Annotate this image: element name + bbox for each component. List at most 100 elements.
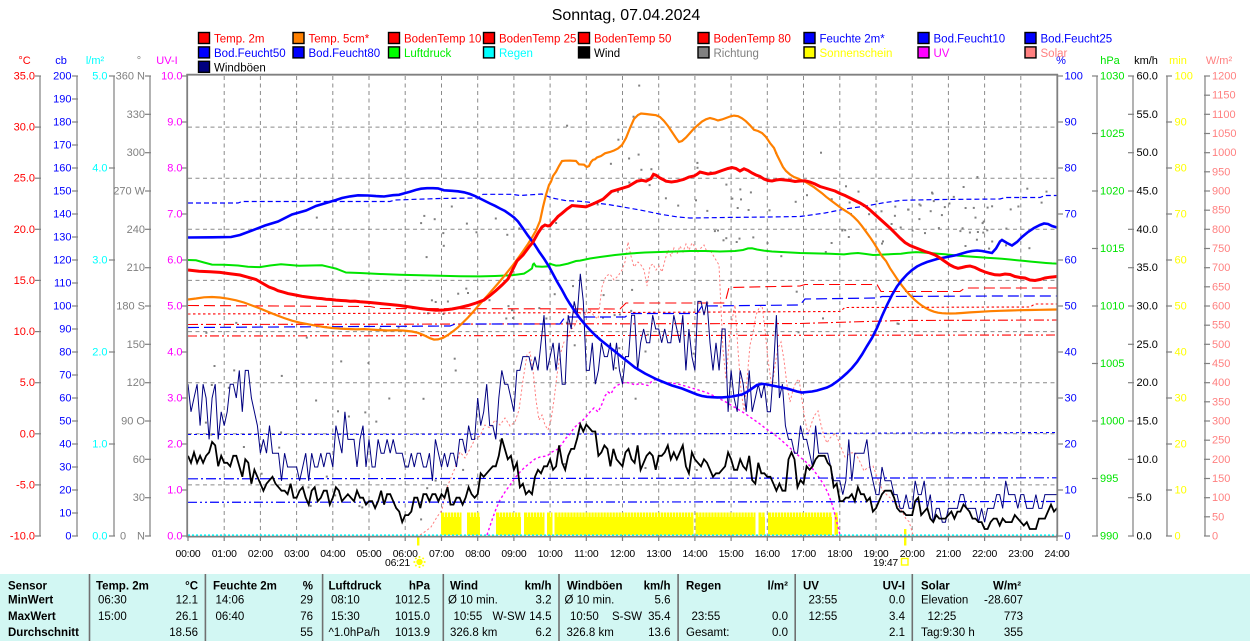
svg-text:100: 100 <box>53 301 71 313</box>
svg-text:3.0: 3.0 <box>167 393 182 405</box>
svg-text:24:00: 24:00 <box>1044 549 1069 560</box>
svg-text:06:00: 06:00 <box>393 549 418 560</box>
svg-text:200: 200 <box>1212 454 1230 466</box>
svg-text:7.0: 7.0 <box>167 209 182 221</box>
svg-text:2.0: 2.0 <box>92 347 107 359</box>
svg-text:-10.0: -10.0 <box>10 531 35 543</box>
svg-text:0.0: 0.0 <box>772 611 788 623</box>
svg-text:30.0: 30.0 <box>14 122 35 134</box>
svg-text:12:25: 12:25 <box>928 611 957 623</box>
svg-text:23:55: 23:55 <box>692 611 721 623</box>
svg-text:550: 550 <box>1212 320 1230 332</box>
svg-text:400: 400 <box>1212 377 1230 389</box>
svg-text:40: 40 <box>1065 347 1077 359</box>
svg-text:140: 140 <box>53 209 71 221</box>
svg-text:10:50: 10:50 <box>570 611 599 623</box>
svg-text:0.0: 0.0 <box>1137 531 1152 543</box>
svg-text:Bod.Feucht25: Bod.Feucht25 <box>1041 34 1113 46</box>
svg-text:-5.0: -5.0 <box>16 479 35 491</box>
svg-text:18:00: 18:00 <box>827 549 852 560</box>
svg-text:1030: 1030 <box>1100 71 1124 83</box>
svg-text:10:55: 10:55 <box>454 611 483 623</box>
svg-text:08:10: 08:10 <box>331 595 360 607</box>
svg-text:10.0: 10.0 <box>1137 454 1158 466</box>
svg-text:19:00: 19:00 <box>863 549 888 560</box>
svg-text:Regen: Regen <box>499 48 533 60</box>
svg-text:10: 10 <box>1175 485 1187 497</box>
svg-text:180 S: 180 S <box>116 301 145 313</box>
svg-text:Sonnenschein: Sonnenschein <box>820 48 893 60</box>
svg-text:70: 70 <box>1175 209 1187 221</box>
svg-text:S-SW: S-SW <box>612 611 642 623</box>
svg-text:330: 330 <box>127 109 145 121</box>
svg-text:Temp. 2m: Temp. 2m <box>96 581 149 593</box>
svg-text:60: 60 <box>1175 255 1187 267</box>
svg-text:750: 750 <box>1212 243 1230 255</box>
svg-text:326.8 km: 326.8 km <box>567 627 614 639</box>
svg-text:15:00: 15:00 <box>98 611 127 623</box>
svg-text:190: 190 <box>53 94 71 106</box>
svg-text:Ø 10 min.: Ø 10 min. <box>448 595 498 607</box>
svg-text:cb: cb <box>55 55 67 67</box>
svg-text:0: 0 <box>1212 531 1218 543</box>
svg-text:40: 40 <box>59 439 71 451</box>
svg-text:01:00: 01:00 <box>212 549 237 560</box>
svg-text:06:21: 06:21 <box>385 558 410 569</box>
svg-text:0.0: 0.0 <box>772 627 788 639</box>
svg-text:130: 130 <box>53 232 71 244</box>
svg-text:500: 500 <box>1212 339 1230 351</box>
svg-text:100: 100 <box>1065 71 1083 83</box>
svg-text:50: 50 <box>1212 511 1224 523</box>
svg-text:5.6: 5.6 <box>655 595 671 607</box>
svg-text:23:00: 23:00 <box>1008 549 1033 560</box>
svg-text:10.0: 10.0 <box>14 326 35 338</box>
svg-text:Luftdruck: Luftdruck <box>404 48 452 60</box>
svg-text:BodenTemp 80: BodenTemp 80 <box>714 34 791 46</box>
svg-text:MinWert: MinWert <box>8 595 53 607</box>
svg-text:km/h: km/h <box>1134 55 1158 67</box>
svg-text:09:00: 09:00 <box>501 549 526 560</box>
svg-text:30: 30 <box>1175 393 1187 405</box>
svg-text:90: 90 <box>1175 117 1187 129</box>
svg-text:Sonntag, 07.04.2024: Sonntag, 07.04.2024 <box>552 7 701 24</box>
svg-text:Temp. 2m: Temp. 2m <box>214 34 265 46</box>
svg-text:3.0: 3.0 <box>92 255 107 267</box>
svg-text:450: 450 <box>1212 358 1230 370</box>
svg-text:30: 30 <box>59 462 71 474</box>
svg-text:06:30: 06:30 <box>98 595 127 607</box>
svg-text:hPa: hPa <box>409 581 431 593</box>
svg-text:W/m²: W/m² <box>993 581 1021 593</box>
svg-text:45.0: 45.0 <box>1137 186 1158 198</box>
svg-text:07:00: 07:00 <box>429 549 454 560</box>
svg-text:Windböen: Windböen <box>214 62 266 74</box>
svg-text:55.0: 55.0 <box>1137 109 1158 121</box>
svg-text:100: 100 <box>1212 492 1230 504</box>
svg-text:0: 0 <box>1065 531 1071 543</box>
svg-text:03:00: 03:00 <box>284 549 309 560</box>
svg-text:40.0: 40.0 <box>1137 224 1158 236</box>
svg-text:4.0: 4.0 <box>92 163 107 175</box>
svg-text:%: % <box>303 581 313 593</box>
svg-text:60: 60 <box>133 454 145 466</box>
svg-text:60: 60 <box>1065 255 1077 267</box>
svg-text:0.0: 0.0 <box>889 595 905 607</box>
svg-text:%: % <box>1056 55 1066 67</box>
svg-text:1100: 1100 <box>1212 109 1236 121</box>
svg-text:990: 990 <box>1100 531 1118 543</box>
svg-text:°: ° <box>137 55 141 67</box>
svg-text:6.2: 6.2 <box>536 627 552 639</box>
svg-text:300: 300 <box>127 147 145 159</box>
svg-text:30: 30 <box>1065 393 1077 405</box>
svg-text:04:00: 04:00 <box>320 549 345 560</box>
svg-text:1013.9: 1013.9 <box>395 627 430 639</box>
svg-text:3.2: 3.2 <box>536 595 552 607</box>
svg-text:70: 70 <box>1065 209 1077 221</box>
svg-text:0.0: 0.0 <box>167 531 182 543</box>
svg-text:Temp. 5cm*: Temp. 5cm* <box>309 34 370 46</box>
svg-text:15:00: 15:00 <box>719 549 744 560</box>
svg-text:0 N: 0 N <box>120 531 145 543</box>
svg-text:MaxWert: MaxWert <box>8 611 56 623</box>
svg-text:Bod.Feucht10: Bod.Feucht10 <box>934 34 1006 46</box>
svg-text:Richtung: Richtung <box>714 48 759 60</box>
svg-text:100: 100 <box>1175 71 1193 83</box>
